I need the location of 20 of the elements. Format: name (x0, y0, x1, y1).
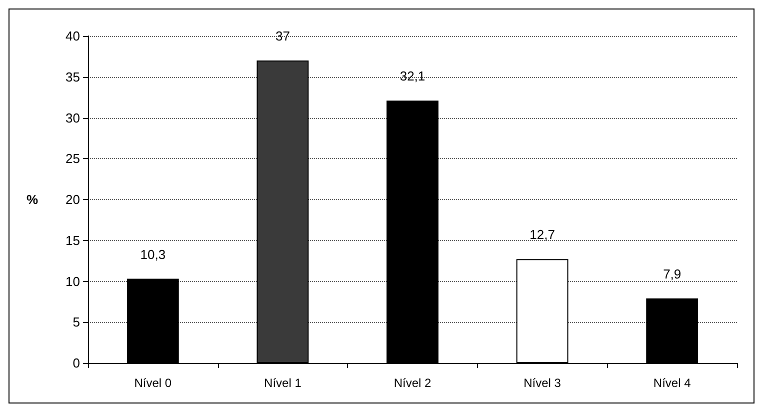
y-tick-label: 0 (72, 356, 80, 370)
x-tick-label: Nível 0 (134, 376, 172, 390)
y-tick-label: 20 (66, 192, 80, 207)
y-tick-label: 40 (66, 28, 80, 44)
x-tick-label: Nível 4 (653, 376, 692, 390)
y-tick-label: 15 (66, 232, 80, 248)
data-label: 12,7 (530, 227, 555, 242)
data-label: 7,9 (663, 266, 682, 282)
y-tick-label: 25 (66, 151, 80, 166)
y-tick-label: 35 (66, 69, 80, 84)
data-label: 32,1 (400, 68, 426, 84)
y-tick-label: 10 (66, 274, 80, 289)
data-label: 10,3 (140, 246, 166, 262)
x-tick-label: Nível 1 (264, 376, 302, 390)
y-tick-label: 30 (66, 110, 80, 126)
x-tick-label: Nível 2 (394, 376, 432, 390)
x-tick-label: Nível 3 (524, 376, 562, 390)
y-tick-label: 5 (72, 314, 80, 330)
data-label: 37 (275, 28, 290, 44)
y-axis-title: % (26, 192, 38, 207)
